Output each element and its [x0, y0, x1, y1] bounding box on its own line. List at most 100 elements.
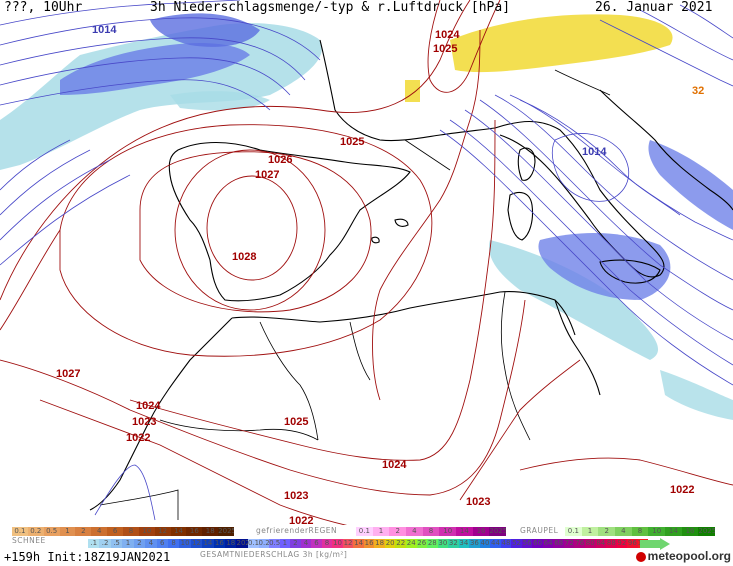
isobar-low-sw — [94, 464, 156, 521]
isobars-high — [0, 0, 733, 536]
tunisia-coast — [554, 299, 601, 396]
legend-swatch: 2 — [290, 539, 301, 548]
legend-swatch: 72 — [563, 539, 575, 548]
isobar-1026 — [139, 151, 372, 313]
italy-coast — [494, 121, 665, 278]
legend-arrow — [640, 538, 670, 550]
legend-swatch: 12 — [190, 539, 203, 548]
legend-swatch: 4 — [406, 527, 423, 536]
legend-swatch: 1 — [279, 539, 291, 548]
legend-swatch: 4 — [615, 527, 632, 536]
isobar-low-ne-2 — [639, 9, 733, 61]
legend-swatch: 6 — [156, 539, 168, 548]
rain-area-coast — [170, 91, 270, 111]
isobar-label: 1025 — [284, 416, 308, 428]
snow-area-biscay — [150, 13, 260, 47]
isobar-low-north-2 — [0, 37, 306, 81]
legend-swatch: 14 — [202, 539, 214, 548]
legend-swatch: 4 — [145, 539, 157, 548]
legend-swatch: 2 — [75, 527, 92, 536]
isobar-label: 1014 — [582, 146, 607, 158]
isobar-low-west-2 — [0, 149, 91, 216]
legend-swatch: 1 — [59, 527, 76, 536]
meteopool-logo[interactable]: meteopool.org — [635, 549, 731, 563]
corsica — [517, 147, 536, 181]
isobar-low-west-3 — [0, 159, 111, 241]
legend-swatch: 2 — [133, 539, 146, 548]
legend-swatch: 16 — [363, 539, 375, 548]
legend-swatch: 60 — [532, 539, 543, 548]
isobar-label: 1025 — [433, 43, 457, 55]
legend-swatch: 0.1 — [12, 527, 28, 536]
legend-swatch: 30 — [437, 539, 449, 548]
legend-swatch: 4 — [300, 539, 312, 548]
legend-swatch: 68 — [553, 539, 564, 548]
legend-swatch: 16 — [213, 539, 226, 548]
legend-swatch: 12 — [154, 527, 171, 536]
isobar-low-ne-3 — [679, 4, 733, 39]
legend-swatch: 40 — [479, 539, 491, 548]
isobar-low-ne-1 — [599, 19, 733, 87]
legend-swatch: 26 — [416, 539, 428, 548]
legend-swatch: 2025+ — [489, 527, 507, 536]
isobar-label: 1022 — [670, 484, 694, 496]
isobar-label: 1027 — [56, 368, 80, 380]
legend-swatch: 6 — [311, 539, 322, 548]
legend-swatch: 14 — [353, 539, 364, 548]
isobar-low-1014-center — [551, 133, 629, 202]
legend-swatch: 16 — [681, 527, 699, 536]
legend-swatch: 24 — [405, 539, 417, 548]
legend-swatch: .1 — [88, 539, 100, 548]
isobar-label: 1022 — [289, 515, 313, 527]
legend-swatch: 10 — [138, 527, 155, 536]
balearic-2 — [371, 236, 380, 244]
legend-swatch: 88 — [606, 539, 617, 548]
isobar-1023b — [459, 359, 581, 501]
isobar-low-north-5 — [0, 0, 241, 26]
legend-swatch: 1 — [372, 527, 390, 536]
legend-swatch: 8 — [321, 539, 333, 548]
isobar-label: 1024 — [136, 400, 161, 412]
isobar-label: 1023 — [284, 490, 308, 502]
legend-swatch: 36 — [469, 539, 480, 548]
isobar-1024b — [427, 0, 501, 93]
isobar-1022b — [519, 457, 733, 486]
isobar-label: 1014 — [92, 24, 117, 36]
legend-swatch: 2025+ — [236, 539, 248, 548]
legend-snow-label: SCHNEE — [12, 536, 46, 545]
isobar-1025b — [372, 29, 481, 401]
coastline-layer — [89, 39, 733, 511]
legend-swatch: 0.5 — [43, 527, 60, 536]
legend-swatch: 34 — [458, 539, 470, 548]
isobar-label: 1023 — [466, 496, 490, 508]
isobar-low-north-1 — [0, 17, 321, 61]
legend-swatch: 14 — [456, 527, 473, 536]
legend-swatch: .5 — [110, 539, 123, 548]
iberia-coast — [168, 141, 411, 302]
legend-swatch: 4 — [91, 527, 108, 536]
legend-swatch: 2 — [389, 527, 407, 536]
isobar-low-3 — [464, 109, 733, 341]
legend-swatch: 0.1 — [248, 539, 259, 548]
legend-swatch: 0.1 — [565, 527, 582, 536]
legend-swatch: 10 — [439, 527, 457, 536]
legend-swatch: 48 — [500, 539, 512, 548]
legend-swatch: 8 — [631, 527, 649, 536]
isobar-low-2 — [449, 119, 733, 366]
rain-area-tyrrhenian — [489, 240, 659, 360]
sicily — [599, 259, 661, 284]
legend-swatch: 0.1 — [356, 527, 373, 536]
legend-swatch: 8 — [422, 527, 440, 536]
legend-swatch: 96 — [627, 539, 638, 548]
legend-swatch: 10 — [332, 539, 343, 548]
legend-swatch: 56 — [521, 539, 533, 548]
isobar-label: 1023 — [132, 416, 156, 428]
isobar-label: 32 — [692, 85, 704, 97]
isobar-label: 1027 — [255, 169, 279, 181]
border-2 — [349, 321, 371, 381]
